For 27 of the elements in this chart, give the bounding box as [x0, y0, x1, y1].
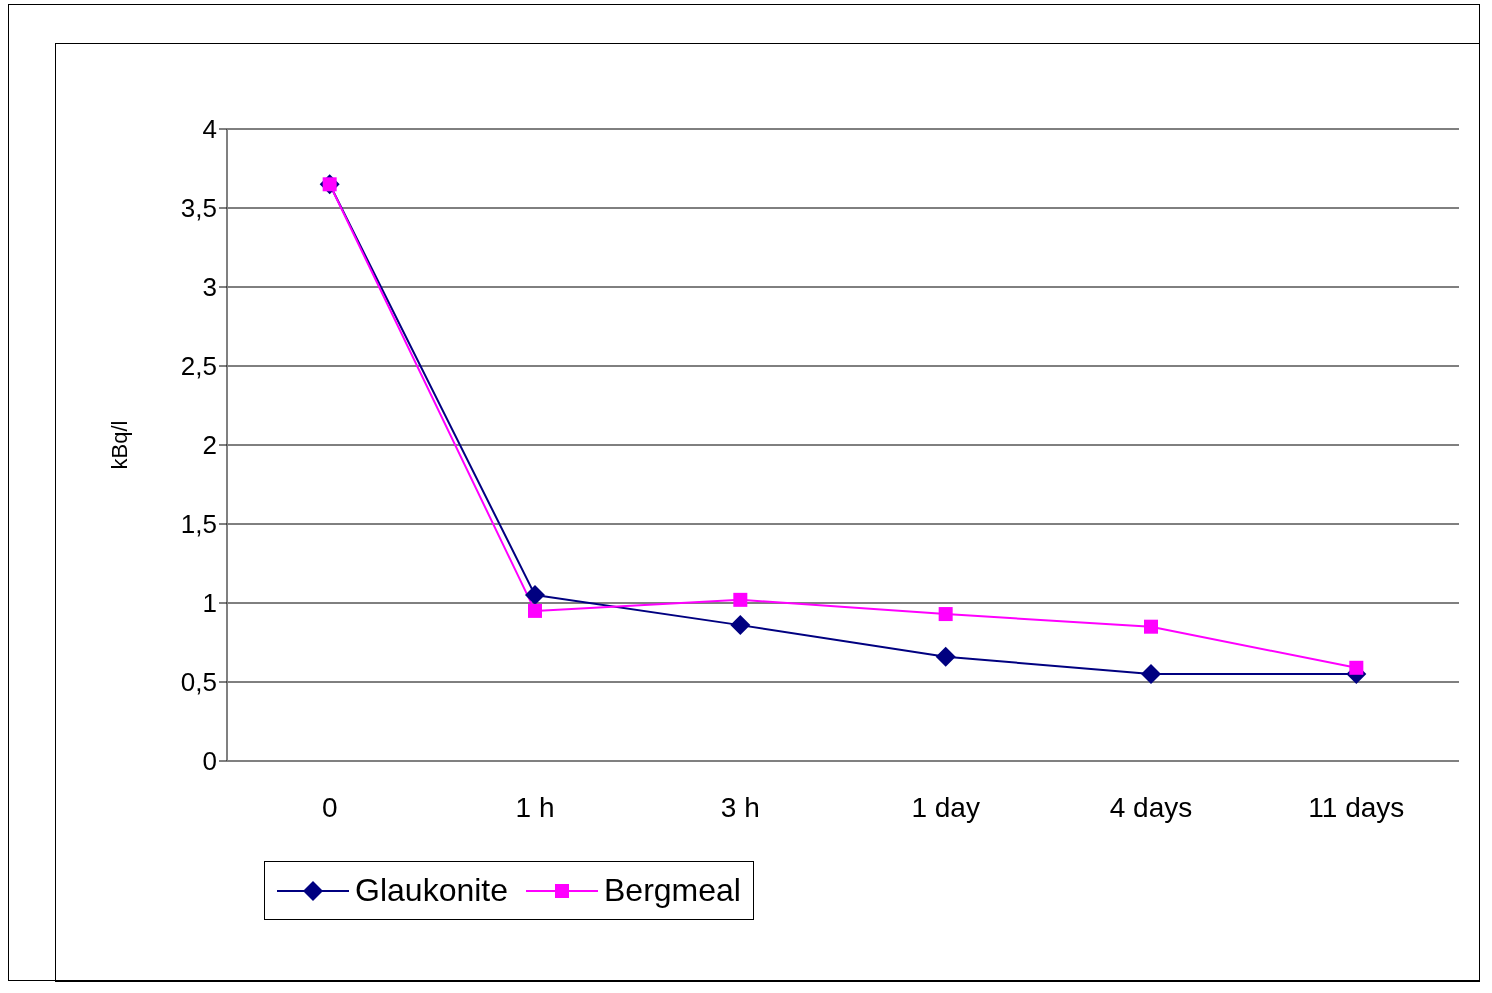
y-tick-label: 0,5: [180, 667, 217, 698]
point: [528, 603, 542, 618]
y-tick-label: 2: [202, 430, 217, 461]
legend-label: Bergmeal: [604, 872, 741, 909]
y-tick-label: 1,5: [180, 509, 217, 540]
y-tick-label: 4: [202, 114, 217, 145]
y-tick-label: 2,5: [180, 351, 217, 382]
x-tick-label: 11 days: [1308, 791, 1405, 823]
point: [1141, 664, 1161, 685]
x-tick-label: 0: [321, 791, 338, 823]
x-tick-label: 1 day: [911, 791, 980, 823]
y-tick-label: 3: [202, 272, 217, 303]
x-tick-label: 1 h: [515, 791, 555, 823]
point: [1349, 660, 1364, 675]
y-tick-label: 3,5: [180, 193, 217, 224]
y-tick-label: 0: [202, 746, 217, 777]
point: [1144, 619, 1158, 634]
y-axis-title: kBq/l: [106, 420, 132, 470]
point: [733, 592, 748, 607]
x-tick-label: 3 h: [720, 791, 760, 823]
point: [525, 585, 545, 606]
point: [935, 646, 956, 667]
point: [938, 607, 953, 622]
legend-label: Glaukonite: [355, 872, 509, 909]
y-tick-label: 1: [202, 588, 217, 619]
x-tick-label: 4 days: [1109, 791, 1193, 823]
point: [730, 615, 751, 636]
